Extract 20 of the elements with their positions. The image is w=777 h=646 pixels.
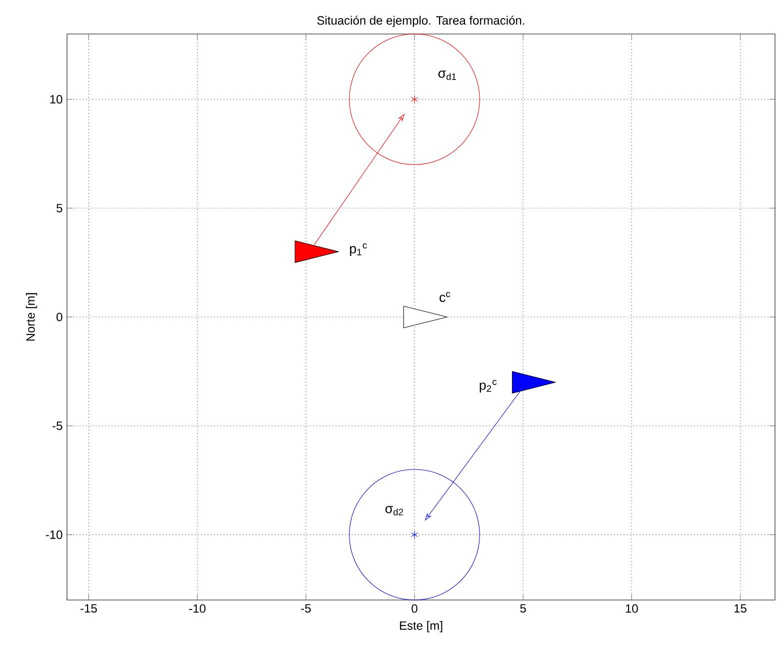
x-tick-label: 0 xyxy=(412,604,418,613)
annotation: c$^{c}$ xyxy=(440,292,450,302)
y-tick-label: -5 xyxy=(52,422,62,430)
x-tick-label: 15 xyxy=(734,604,746,613)
annotation: σ$_{d2}$ xyxy=(385,506,403,516)
x-tick-label: 10 xyxy=(626,604,638,613)
x-tick-label: 5 xyxy=(520,604,526,613)
x-tick-label: -10 xyxy=(189,604,206,613)
x-tick-label: -15 xyxy=(80,604,97,613)
annotation: p$_{2}$c xyxy=(480,380,497,392)
x-axis-title: Este [m] xyxy=(400,621,442,632)
y-tick-label: 5 xyxy=(56,204,62,212)
y-tick-label: 10 xyxy=(50,95,62,104)
y-tick-label: -10 xyxy=(46,530,62,539)
x-tick-label: -5 xyxy=(301,604,311,613)
chart-title: Situación de ejemplo. Tarea formación. xyxy=(317,16,524,28)
annotation: p$_{1}$c xyxy=(350,243,367,256)
y-tick-label: 0 xyxy=(56,312,62,322)
y-axis-title: Norte [m] xyxy=(26,293,38,341)
annotation: σ$_{d1}$ xyxy=(438,70,456,80)
